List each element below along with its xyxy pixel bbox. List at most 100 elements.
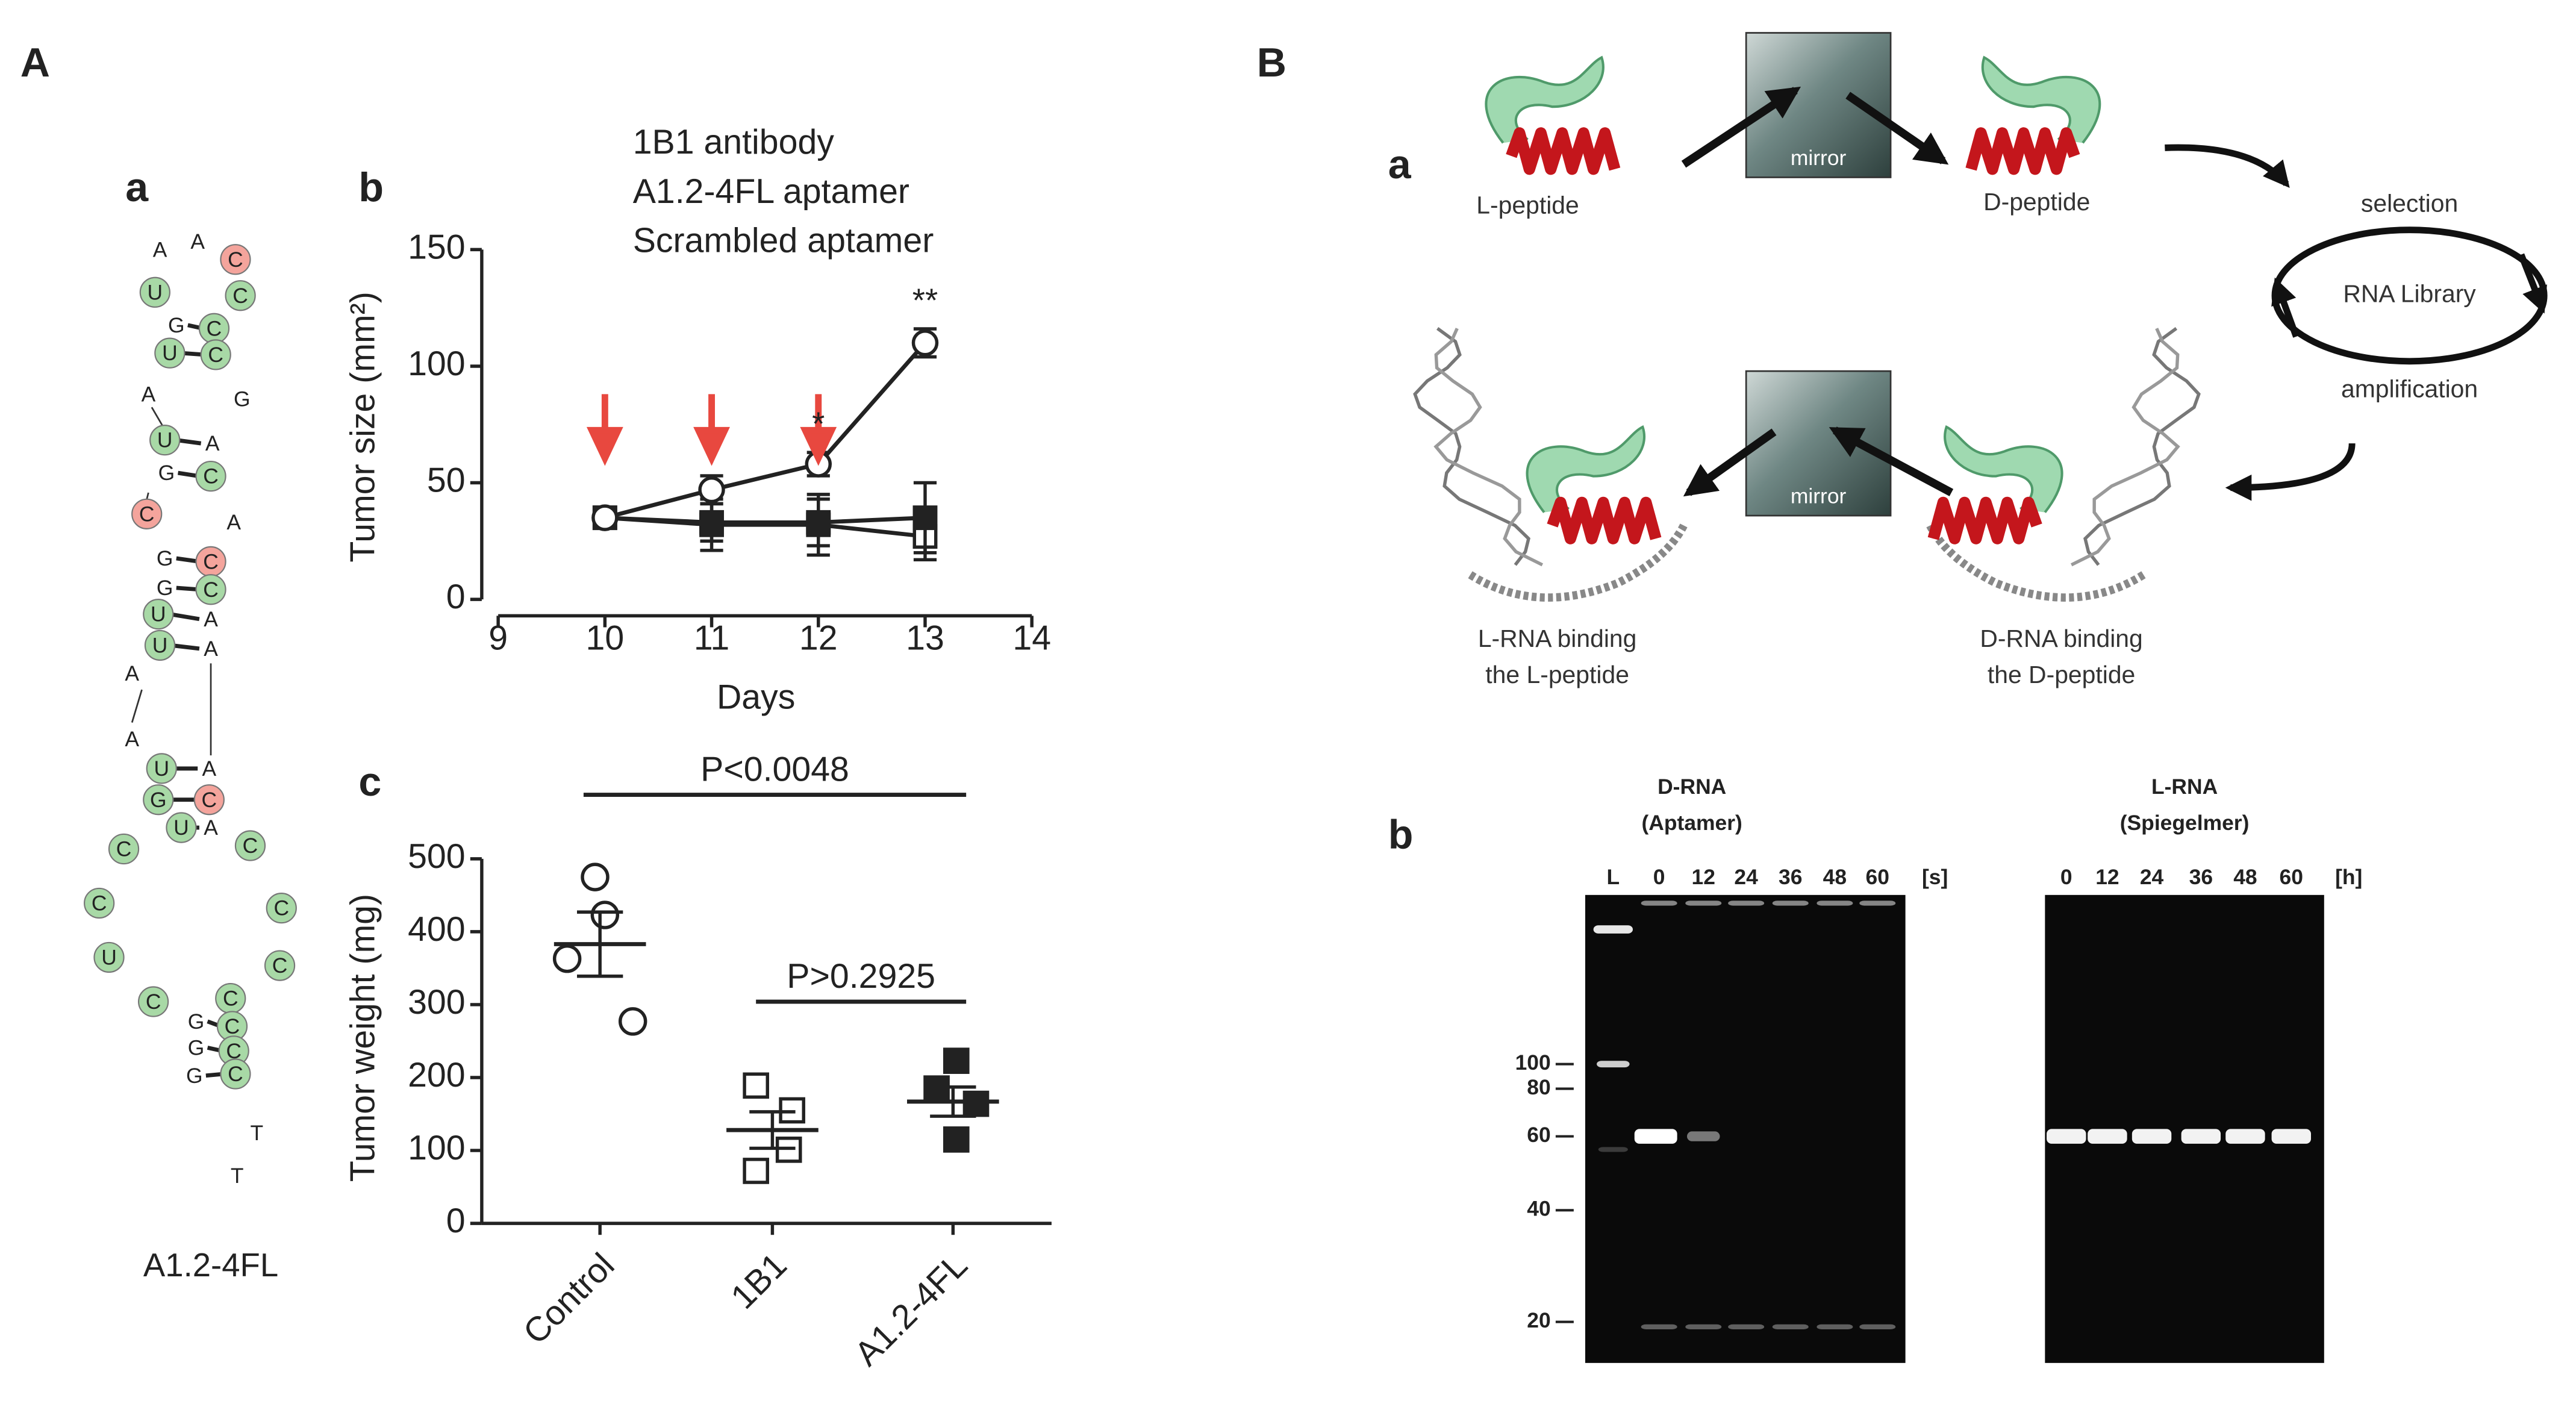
data-point xyxy=(962,1090,990,1117)
x-axis-title: Days xyxy=(717,678,795,717)
base-pair xyxy=(169,612,200,622)
base: C xyxy=(223,987,239,1011)
lane-label: 60 xyxy=(2280,865,2303,889)
base: C xyxy=(273,896,289,920)
band xyxy=(2047,1129,2086,1144)
band xyxy=(1597,1061,1630,1068)
x-tick-label: 11 xyxy=(694,619,729,657)
band xyxy=(1641,900,1677,906)
x-tick-label: Control xyxy=(516,1246,622,1352)
tumor-weight-chart: 0 100 200 300 400 500 Tumor weight (mg) Control… xyxy=(343,750,1052,1373)
base: G xyxy=(188,1009,205,1034)
band xyxy=(1817,900,1853,906)
lane-label: 0 xyxy=(1653,865,1665,889)
band xyxy=(2088,1129,2127,1144)
base-highlight xyxy=(143,784,174,816)
y-tick-label: 200 xyxy=(408,1056,466,1094)
y-tick-label: 0 xyxy=(446,578,466,616)
diagram-label: RNA Library xyxy=(2343,280,2476,308)
base-pair xyxy=(176,438,202,446)
base: C xyxy=(272,953,288,978)
base: G xyxy=(168,313,185,337)
band xyxy=(2132,1129,2172,1144)
legend-label: A1.2-4FL aptamer xyxy=(633,172,909,211)
lane-label: 36 xyxy=(2189,865,2213,889)
base-highlight xyxy=(234,830,266,861)
y-tick-label: 100 xyxy=(408,345,466,383)
series-line xyxy=(605,516,926,525)
base: C xyxy=(116,837,132,861)
base: U xyxy=(162,341,178,365)
gel xyxy=(1585,894,1906,1363)
band xyxy=(1817,1324,1853,1329)
y-tick-label: 0 xyxy=(446,1202,466,1240)
base-highlight xyxy=(225,280,256,311)
gel-panel: D-RNA (Aptamer) L-RNA (Spiegelmer) L 0 12 2… xyxy=(1515,775,2362,1363)
rna-strand xyxy=(1926,523,2146,602)
helix xyxy=(1506,127,1621,175)
band xyxy=(2181,1129,2221,1144)
data-point xyxy=(591,504,619,531)
y-tick-label: 100 xyxy=(408,1129,466,1167)
panel-label: a xyxy=(1388,142,1412,187)
rna-strand xyxy=(2083,327,2201,566)
helix xyxy=(1927,496,2042,544)
arrow xyxy=(2225,443,2356,501)
sem-bar xyxy=(749,1110,796,1150)
panel-label: B xyxy=(1257,40,1286,86)
base: G xyxy=(186,1064,203,1088)
base: G xyxy=(150,788,167,812)
beta-ribbon xyxy=(1981,55,2101,144)
base-highlight xyxy=(149,425,181,456)
x-tick-label: 14 xyxy=(1012,619,1051,657)
base: C xyxy=(202,788,217,812)
x-tick-label: 13 xyxy=(906,619,944,657)
band xyxy=(1772,1324,1809,1329)
gel-subtitle: (Aptamer) xyxy=(1641,811,1742,835)
base: C xyxy=(228,1062,243,1086)
sem-bar xyxy=(577,910,623,978)
arrow xyxy=(1683,428,1777,497)
base-highlight xyxy=(143,599,174,630)
gel-title: L-RNA xyxy=(2151,775,2218,799)
base-highlight xyxy=(154,337,186,369)
base-highlight xyxy=(264,950,296,981)
data-point xyxy=(743,1158,769,1184)
tumor-size-chart: 0 50 100 150 9 10 11 12 13 14 Days Tumor size (mm²)… xyxy=(343,123,1051,716)
band xyxy=(1772,900,1809,906)
rna-strand xyxy=(1468,523,1688,602)
base: A xyxy=(205,431,220,455)
mirror-diagram: mirror mirror L-peptide D-peptide select… xyxy=(1413,32,2548,688)
data-point xyxy=(943,1126,970,1153)
rna-helix xyxy=(1413,327,1688,602)
base-highlight xyxy=(266,893,297,924)
legend-label: Scrambled aptamer xyxy=(633,222,934,260)
base: C xyxy=(225,1014,240,1038)
injection-arrow xyxy=(693,394,730,466)
x-tick-label: 10 xyxy=(586,619,625,657)
base: C xyxy=(203,464,219,488)
band xyxy=(1728,1324,1765,1329)
panel-label: b xyxy=(1388,811,1414,857)
diagram-label: amplification xyxy=(2341,375,2478,403)
rna-helix xyxy=(1926,327,2201,602)
base: C xyxy=(207,316,222,340)
base: C xyxy=(243,834,258,858)
band xyxy=(1593,925,1633,934)
significance: * xyxy=(812,405,825,442)
base-highlight xyxy=(108,833,140,865)
lane-label: 24 xyxy=(2140,865,2164,889)
significance: ** xyxy=(912,282,938,319)
base: G xyxy=(234,387,251,411)
beta-ribbon xyxy=(1485,55,1605,144)
data-point xyxy=(698,476,725,504)
base: A xyxy=(204,637,218,661)
base: A xyxy=(153,237,167,261)
base: A xyxy=(142,382,156,406)
arrow xyxy=(1681,86,1801,168)
diagram-label: the L-peptide xyxy=(1485,661,1629,688)
base: U xyxy=(148,280,163,304)
helix xyxy=(1547,496,1662,544)
lane-label: 48 xyxy=(1823,865,1847,889)
